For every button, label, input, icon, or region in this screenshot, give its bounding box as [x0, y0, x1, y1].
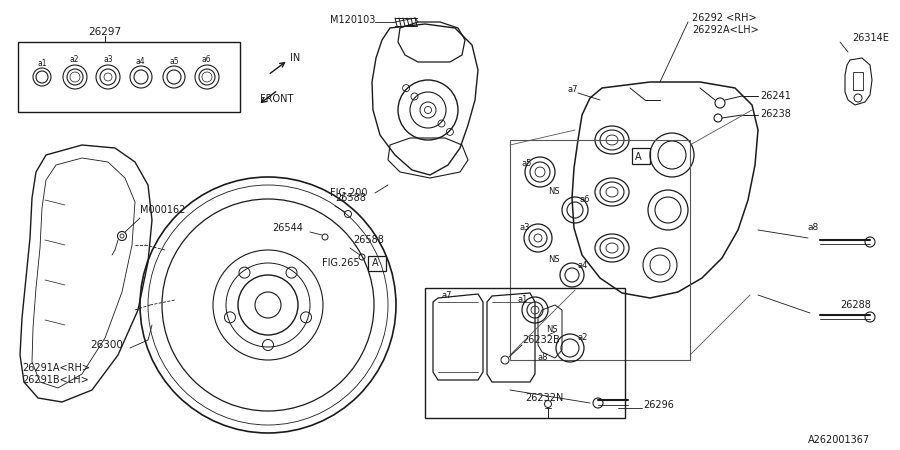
Text: a3: a3 [520, 224, 530, 233]
Text: a6: a6 [202, 55, 211, 64]
Text: a5: a5 [169, 57, 178, 66]
Text: NS: NS [548, 256, 560, 265]
Text: 26300: 26300 [90, 340, 123, 350]
Text: a5: a5 [522, 158, 533, 167]
Text: A262001367: A262001367 [808, 435, 870, 445]
Text: a2: a2 [577, 333, 588, 342]
Text: a4: a4 [577, 261, 588, 270]
Text: 26588: 26588 [335, 193, 366, 203]
Text: 26296: 26296 [643, 400, 674, 410]
Text: FIG.265: FIG.265 [322, 258, 360, 268]
Text: 26292 <RH>: 26292 <RH> [692, 13, 757, 23]
Text: 26232N: 26232N [525, 393, 563, 403]
Text: IN: IN [290, 53, 301, 63]
Text: a8: a8 [808, 224, 819, 233]
Text: a8: a8 [538, 354, 548, 363]
Bar [425, 288, 625, 418]
Text: 26241: 26241 [760, 91, 791, 101]
Text: a7: a7 [442, 291, 453, 300]
Bar [510, 140, 690, 360]
Text: a6: a6 [580, 195, 590, 204]
Text: NS: NS [548, 188, 560, 197]
Bar [853, 72, 863, 90]
Text: A: A [372, 258, 378, 268]
Text: a3: a3 [103, 55, 112, 64]
Text: 26288: 26288 [840, 300, 871, 310]
Text: M120103: M120103 [330, 15, 375, 25]
Text: a2: a2 [70, 55, 79, 64]
Text: 26588: 26588 [353, 235, 384, 245]
Text: 26291A<RH>: 26291A<RH> [22, 363, 90, 373]
Text: M000162: M000162 [140, 205, 185, 215]
Text: a7: a7 [568, 86, 579, 94]
Text: FIG.200: FIG.200 [330, 188, 367, 198]
Bar [632, 148, 650, 164]
Bar [368, 256, 386, 271]
Text: 26297: 26297 [88, 27, 122, 37]
Text: NS: NS [546, 325, 558, 334]
Text: 26232B: 26232B [522, 335, 560, 345]
Text: 26292A<LH>: 26292A<LH> [692, 25, 759, 35]
Text: a4: a4 [136, 57, 146, 66]
Text: a1: a1 [37, 58, 47, 68]
Text: 26238: 26238 [760, 109, 791, 119]
Bar [18, 42, 240, 112]
Text: 26314E: 26314E [852, 33, 889, 43]
Text: a1: a1 [517, 296, 527, 305]
Text: 26544: 26544 [272, 223, 303, 233]
Text: A: A [634, 152, 642, 162]
Text: 26291B<LH>: 26291B<LH> [22, 375, 89, 385]
Text: FRONT: FRONT [260, 94, 293, 104]
